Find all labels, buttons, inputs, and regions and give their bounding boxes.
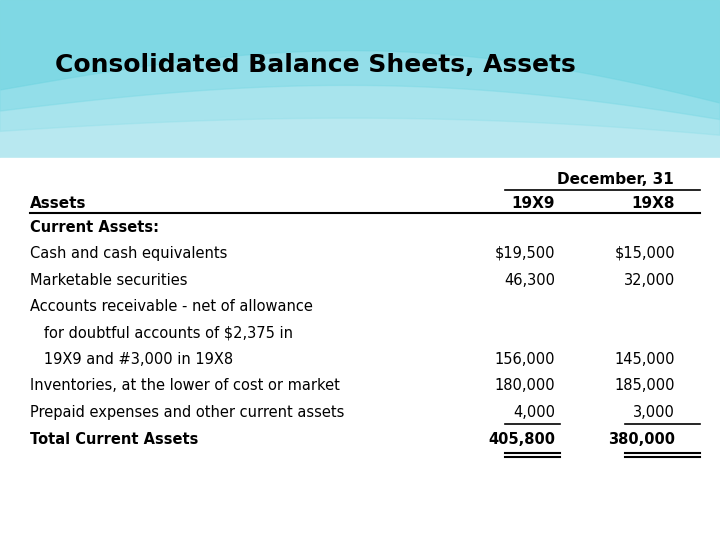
Text: 19X9 and #3,000 in 19X8: 19X9 and #3,000 in 19X8 [30, 352, 233, 367]
Text: 3,000: 3,000 [633, 405, 675, 420]
Text: 19X9: 19X9 [511, 195, 555, 211]
Text: Total Current Assets: Total Current Assets [30, 431, 199, 447]
Text: 145,000: 145,000 [614, 352, 675, 367]
Text: for doubtful accounts of $2,375 in: for doubtful accounts of $2,375 in [30, 326, 293, 341]
Text: Consolidated Balance Sheets, Assets: Consolidated Balance Sheets, Assets [55, 53, 576, 77]
Text: Accounts receivable - net of allowance: Accounts receivable - net of allowance [30, 299, 313, 314]
Text: 156,000: 156,000 [495, 352, 555, 367]
Text: $19,500: $19,500 [495, 246, 555, 261]
Text: 405,800: 405,800 [488, 431, 555, 447]
Text: 380,000: 380,000 [608, 431, 675, 447]
Text: 4,000: 4,000 [513, 405, 555, 420]
Text: Cash and cash equivalents: Cash and cash equivalents [30, 246, 228, 261]
Text: Marketable securities: Marketable securities [30, 273, 187, 287]
Text: 185,000: 185,000 [614, 379, 675, 394]
Text: Prepaid expenses and other current assets: Prepaid expenses and other current asset… [30, 405, 344, 420]
Text: 46,300: 46,300 [504, 273, 555, 287]
Text: 32,000: 32,000 [624, 273, 675, 287]
Text: Assets: Assets [30, 195, 86, 211]
Text: 19X8: 19X8 [631, 195, 675, 211]
Text: 180,000: 180,000 [495, 379, 555, 394]
Text: December, 31: December, 31 [557, 172, 673, 187]
Text: Current Assets:: Current Assets: [30, 219, 159, 234]
Text: Inventories, at the lower of cost or market: Inventories, at the lower of cost or mar… [30, 379, 340, 394]
Text: $15,000: $15,000 [614, 246, 675, 261]
